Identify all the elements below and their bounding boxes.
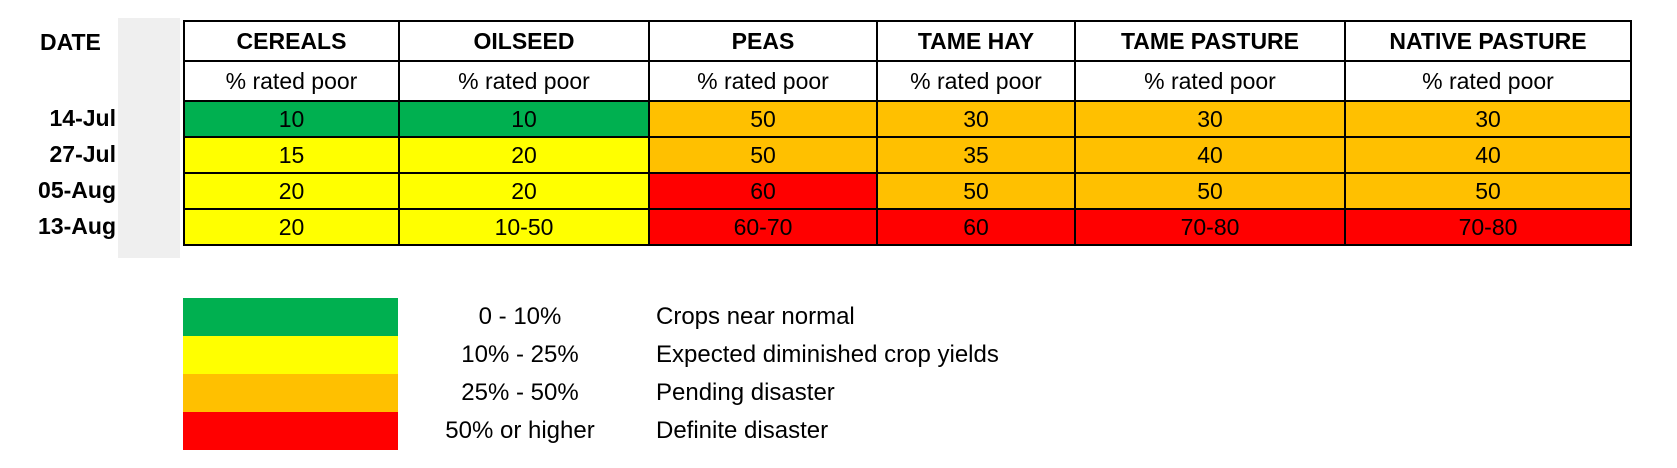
column-header: PEAS xyxy=(648,20,878,62)
data-cell: 35 xyxy=(876,136,1076,174)
column-subheader: % rated poor xyxy=(1344,60,1632,102)
data-cell: 30 xyxy=(1074,100,1346,138)
data-cell: 70-80 xyxy=(1344,208,1632,246)
date-header: DATE xyxy=(40,29,101,55)
data-cell: 60-70 xyxy=(648,208,878,246)
data-cell: 50 xyxy=(1344,172,1632,210)
data-cell: 50 xyxy=(648,136,878,174)
data-cell: 15 xyxy=(183,136,400,174)
legend-swatch xyxy=(183,374,398,412)
table-row: 20 20 60 50 50 50 xyxy=(183,172,1632,210)
legend-description: Expected diminished crop yields xyxy=(656,341,999,368)
data-cell: 30 xyxy=(876,100,1076,138)
legend-range: 10% - 25% xyxy=(461,341,579,368)
column-subheader: % rated poor xyxy=(876,60,1076,102)
table-row: 15 20 50 35 40 40 xyxy=(183,136,1632,174)
column-header: OILSEED xyxy=(398,20,650,62)
date-label: 27-Jul xyxy=(49,141,116,167)
legend-description: Definite disaster xyxy=(656,417,829,444)
column-subheader: % rated poor xyxy=(398,60,650,102)
data-cell: 20 xyxy=(398,136,650,174)
data-cell: 20 xyxy=(183,208,400,246)
data-cell: 60 xyxy=(876,208,1076,246)
data-cell: 20 xyxy=(398,172,650,210)
column-header: TAME HAY xyxy=(876,20,1076,62)
date-label: 14-Jul xyxy=(49,105,116,131)
column-subheader: % rated poor xyxy=(183,60,400,102)
column-header: NATIVE PASTURE xyxy=(1344,20,1632,62)
data-cell: 20 xyxy=(183,172,400,210)
column-header: TAME PASTURE xyxy=(1074,20,1346,62)
column-header: CEREALS xyxy=(183,20,400,62)
legend-description: Pending disaster xyxy=(656,379,835,406)
legend-swatch xyxy=(183,336,398,374)
legend-description: Crops near normal xyxy=(656,303,855,330)
legend-range: 50% or higher xyxy=(445,417,595,444)
data-cell: 50 xyxy=(876,172,1076,210)
data-cell: 50 xyxy=(648,100,878,138)
column-subheader: % rated poor xyxy=(648,60,878,102)
data-cell: 70-80 xyxy=(1074,208,1346,246)
legend-swatch xyxy=(183,298,398,336)
data-cell: 30 xyxy=(1344,100,1632,138)
data-cell: 60 xyxy=(648,172,878,210)
table-row: 20 10-50 60-70 60 70-80 70-80 xyxy=(183,208,1632,246)
data-cell: 50 xyxy=(1074,172,1346,210)
crop-condition-table: CEREALS OILSEED PEAS TAME HAY TAME PASTURE NA… xyxy=(183,20,1632,246)
data-cell: 40 xyxy=(1344,136,1632,174)
legend-swatch xyxy=(183,412,398,450)
date-label: 05-Aug xyxy=(38,177,116,203)
table-row: 10 10 50 30 30 30 xyxy=(183,100,1632,138)
legend-range: 25% - 50% xyxy=(461,379,579,406)
data-cell: 10 xyxy=(398,100,650,138)
legend-range: 0 - 10% xyxy=(478,303,562,330)
date-label: 13-Aug xyxy=(38,213,116,239)
column-subheader: % rated poor xyxy=(1074,60,1346,102)
data-cell: 40 xyxy=(1074,136,1346,174)
date-column-shading xyxy=(118,18,180,258)
data-cell: 10 xyxy=(183,100,400,138)
data-cell: 10-50 xyxy=(398,208,650,246)
